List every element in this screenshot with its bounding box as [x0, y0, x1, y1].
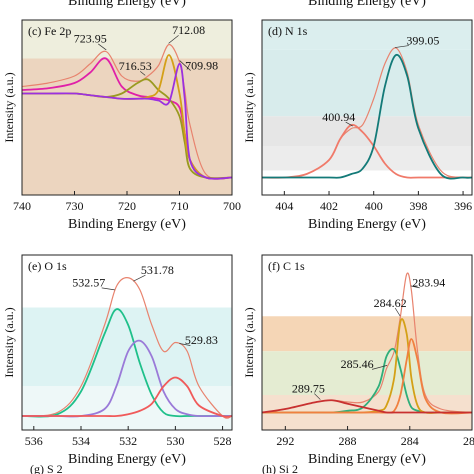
panel-title: (c) Fe 2p: [28, 24, 71, 38]
peak-label: 284.62: [374, 296, 407, 310]
cropped-panel-label: (h) Si 2: [262, 462, 298, 474]
x-tick-label: 528: [214, 434, 232, 448]
peak-label: 400.94: [322, 110, 355, 124]
shade-band: [262, 351, 472, 395]
spectrum-line: [21, 376, 233, 418]
peak-leader: [394, 45, 409, 48]
peak-leader: [98, 43, 107, 51]
x-tick-label: 284: [401, 434, 419, 448]
shade-band: [262, 116, 472, 146]
panel: 404 402 400 398 396 Binding Energy (eV) Intens…: [242, 19, 473, 232]
peak-leader: [179, 343, 191, 346]
x-axis-label: Binding Energy (eV): [68, 452, 186, 467]
shade-band: [262, 49, 472, 117]
spectrum-line: [21, 62, 233, 180]
x-tick-label: 402: [320, 199, 338, 213]
spectrum-line: [21, 277, 233, 419]
x-tick-label: 530: [166, 434, 184, 448]
peak-leader: [314, 393, 321, 400]
cropped-x-label: Binding Energy (eV): [308, 0, 426, 9]
x-tick-label: 536: [25, 434, 43, 448]
x-axis-label: Binding Energy (eV): [68, 217, 186, 232]
y-axis-label: Intensity (a.u.): [242, 72, 256, 142]
y-axis-label: Intensity (a.u.): [242, 307, 256, 377]
x-tick-label: 404: [275, 199, 293, 213]
panel-title: (d) N 1s: [268, 24, 308, 38]
peak-label: 285.46: [341, 357, 374, 371]
x-tick-label: 720: [118, 199, 136, 213]
peak-label: 529.83: [185, 333, 218, 347]
y-axis-label: Intensity (a.u.): [2, 72, 16, 142]
shade-band: [262, 20, 472, 50]
x-tick-label: 532: [119, 434, 137, 448]
peak-leader: [168, 35, 179, 44]
shade-band: [262, 146, 472, 171]
x-axis-label: Binding Energy (eV): [308, 217, 426, 232]
cropped-panel-label: (g) S 2: [30, 462, 63, 474]
panel-title: (e) O 1s: [28, 259, 67, 273]
peak-label: 709.98: [185, 58, 218, 72]
x-tick-label: 730: [66, 199, 84, 213]
plot-frame: [261, 254, 473, 431]
shade-band: [22, 386, 232, 430]
peak-label: 716.53: [119, 59, 152, 73]
peak-leader: [139, 71, 146, 76]
x-tick-label: 710: [171, 199, 189, 213]
peak-label: 712.08: [172, 23, 205, 37]
peak-leader: [371, 365, 388, 370]
spectrum-line: [261, 399, 472, 414]
peak-leader: [410, 285, 420, 289]
peak-label: 532.57: [72, 276, 105, 290]
panel: 536 534 532 530 528 Binding Energy (eV) Intens…: [2, 254, 233, 467]
x-tick-label: 280: [463, 434, 474, 448]
shade-band: [262, 316, 472, 352]
x-tick-label: 700: [223, 199, 241, 213]
cropped-x-label: Binding Energy (eV): [68, 0, 186, 9]
panel: 292 288 284 280 Binding Energy (eV) Intensity…: [242, 254, 474, 467]
x-axis-label: Binding Energy (eV): [308, 452, 426, 467]
panel-title: (f) C 1s: [268, 259, 305, 273]
x-tick-label: 398: [409, 199, 427, 213]
peak-label: 289.75: [292, 381, 325, 395]
shade-band: [22, 20, 232, 59]
peak-leader: [133, 274, 146, 282]
plot-frame: [261, 19, 473, 196]
panel: 740 730 720 710 700 Binding Energy (eV) Intens…: [2, 19, 241, 232]
peak-leader: [101, 287, 115, 291]
peak-leader: [345, 121, 353, 127]
x-tick-label: 740: [13, 199, 31, 213]
peak-label: 283.94: [412, 276, 445, 290]
peak-label: 723.95: [74, 32, 107, 46]
x-tick-label: 396: [454, 199, 472, 213]
y-axis-label: Intensity (a.u.): [2, 307, 16, 377]
peak-leader: [179, 60, 191, 71]
peak-leader: [394, 307, 401, 317]
x-tick-label: 292: [276, 434, 294, 448]
spectrum-line: [262, 53, 473, 180]
x-tick-label: 534: [72, 434, 90, 448]
x-tick-label: 288: [339, 434, 357, 448]
plot-frame: [21, 254, 233, 431]
peak-label: 399.05: [406, 33, 439, 47]
peak-label: 531.78: [141, 263, 174, 277]
x-tick-label: 400: [365, 199, 383, 213]
spectrum-line: [21, 43, 233, 180]
